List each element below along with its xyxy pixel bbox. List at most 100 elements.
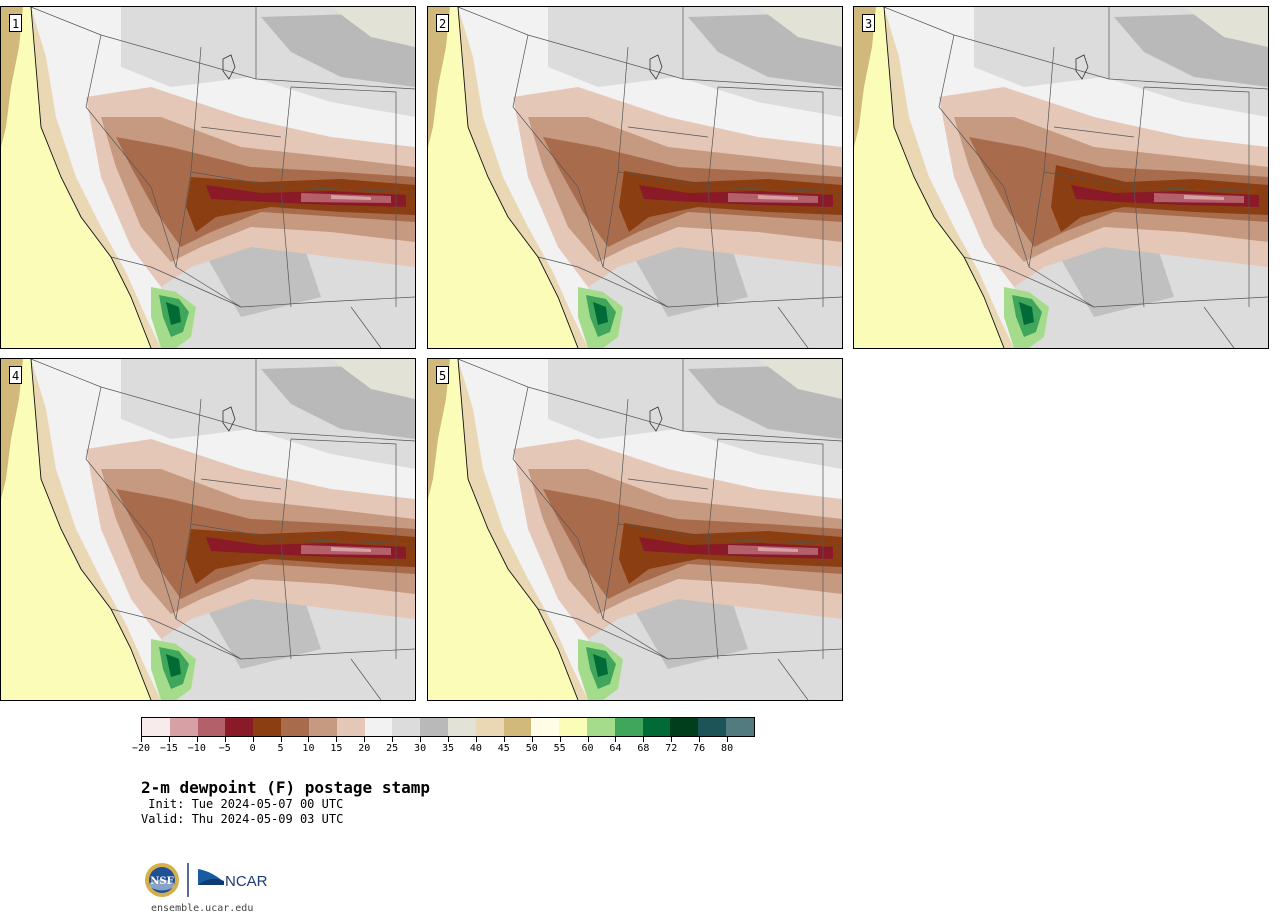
colorbar-ticks: −20 −15 −10 −5 0 5 10 15 20 25 30 35 40 45 50 55 60 64 68 7… — [132, 737, 755, 757]
plot-title: 2-m dewpoint (F) postage stamp — [141, 778, 430, 797]
valid-time: Valid: Thu 2024-05-09 03 UTC — [141, 812, 344, 826]
colorbar-tick — [448, 737, 449, 742]
colorbar-tick — [224, 737, 226, 742]
dewpoint-colorbar — [141, 717, 755, 737]
colorbar-tick-label: −20 — [131, 743, 151, 754]
colorbar-tick-label: −15 — [159, 743, 178, 754]
nsf-logo-text: NSF — [150, 876, 173, 887]
stamp-member-label: 5 — [436, 366, 450, 384]
colorbar-swatch — [670, 718, 699, 736]
state-borders — [457, 7, 842, 348]
nsf-seal-icon: NSF — [145, 863, 179, 897]
colorbar-swatch — [642, 718, 671, 736]
colorbar-swatch — [726, 718, 754, 736]
nsf-ncar-logo: NSF NCAR — [145, 863, 268, 897]
colorbar-tick — [671, 737, 673, 742]
colorbar-tick — [699, 737, 701, 742]
colorbar-tick-label: 10 — [302, 743, 315, 754]
ncar-logo-text: NCAR — [225, 873, 268, 890]
dewpoint-map-svg — [428, 359, 842, 700]
dewpoint-map-svg — [428, 7, 842, 348]
postage-stamp-map: 2 — [427, 6, 843, 349]
website-url: ensemble.ucar.edu — [151, 903, 254, 914]
colorbar-swatch — [392, 718, 421, 736]
colorbar-tick — [587, 737, 589, 742]
colorbar-tick-label: 45 — [497, 743, 510, 754]
colorbar-swatch — [503, 718, 532, 736]
coastline — [30, 7, 152, 348]
colorbar-swatch — [308, 718, 337, 736]
colorbar-swatch — [587, 718, 615, 736]
colorbar-tick — [392, 737, 394, 742]
coastline — [30, 359, 152, 700]
stamp-member-label: 4 — [9, 366, 23, 384]
colorbar-swatch — [475, 718, 504, 736]
stamp-member-label: 1 — [9, 14, 23, 32]
colorbar-tick — [503, 737, 505, 742]
dewpoint-map-svg — [854, 7, 1268, 348]
colorbar-tick-label: 80 — [721, 743, 734, 754]
colorbar-tick-label: 25 — [386, 743, 399, 754]
colorbar-swatch — [336, 718, 365, 736]
colorbar-swatch — [169, 718, 198, 736]
colorbar-tick-label: −10 — [187, 743, 206, 754]
colorbar-tick — [643, 737, 645, 742]
colorbar-tick-label: 15 — [330, 743, 343, 754]
dewpoint-map-svg — [1, 7, 415, 348]
colorbar-swatch — [281, 718, 309, 736]
colorbar-swatch — [447, 718, 476, 736]
state-borders — [883, 7, 1268, 348]
dewpoint-map-svg — [1, 359, 415, 700]
colorbar-tick-label: −5 — [218, 743, 231, 754]
colorbar-tick — [727, 737, 729, 742]
colorbar-tick — [559, 737, 561, 742]
coastline — [883, 7, 1005, 348]
colorbar-tick-label: 50 — [525, 743, 538, 754]
colorbar-tick — [336, 737, 338, 742]
great-salt-lake — [649, 406, 663, 432]
colorbar-tick — [141, 737, 142, 742]
colorbar-swatch — [225, 718, 254, 736]
colorbar-tick-label: 35 — [441, 743, 455, 754]
colorbar-tick — [531, 737, 533, 742]
colorbar-tick — [364, 737, 366, 742]
coastline — [457, 7, 579, 348]
colorbar-tick-label: 60 — [581, 743, 594, 754]
init-time: Init: Tue 2024-05-07 00 UTC — [141, 797, 344, 811]
colorbar-tick-label: 64 — [609, 743, 622, 754]
colorbar-tick — [475, 737, 477, 742]
postage-stamp-map: 4 — [0, 358, 416, 701]
colorbar-swatch — [142, 718, 170, 736]
colorbar-tick — [308, 737, 310, 742]
colorbar-tick-label: 30 — [414, 743, 427, 754]
great-salt-lake — [222, 54, 236, 80]
state-borders — [30, 7, 415, 348]
colorbar-swatch — [698, 718, 727, 736]
great-salt-lake — [649, 54, 663, 80]
colorbar-swatch — [253, 718, 282, 736]
colorbar-swatch — [364, 718, 393, 736]
postage-stamp-map: 3 — [853, 6, 1269, 349]
great-salt-lake — [1075, 54, 1089, 80]
stamp-member-label: 3 — [862, 14, 876, 32]
colorbar-tick-label: 20 — [358, 743, 371, 754]
postage-stamp-map: 5 — [427, 358, 843, 701]
colorbar-swatch — [197, 718, 226, 736]
colorbar-tick-label: 5 — [277, 743, 284, 754]
colorbar-swatch — [614, 718, 643, 736]
state-borders — [30, 359, 415, 700]
great-salt-lake — [222, 406, 236, 432]
colorbar-tick — [615, 737, 617, 742]
colorbar-tick-label: 68 — [637, 743, 650, 754]
ncar-logo-icon: NCAR — [198, 869, 268, 890]
colorbar-tick-label: 40 — [469, 743, 482, 754]
state-borders — [457, 359, 842, 700]
colorbar-tick — [420, 737, 422, 742]
colorbar-swatch — [531, 718, 560, 736]
stamp-member-label: 2 — [436, 14, 450, 32]
postage-stamp-map: 1 — [0, 6, 416, 349]
colorbar-tick-label: 76 — [693, 743, 706, 754]
colorbar-swatch — [420, 718, 448, 736]
colorbar-tick-label: 0 — [249, 743, 256, 754]
coastline — [457, 359, 579, 700]
